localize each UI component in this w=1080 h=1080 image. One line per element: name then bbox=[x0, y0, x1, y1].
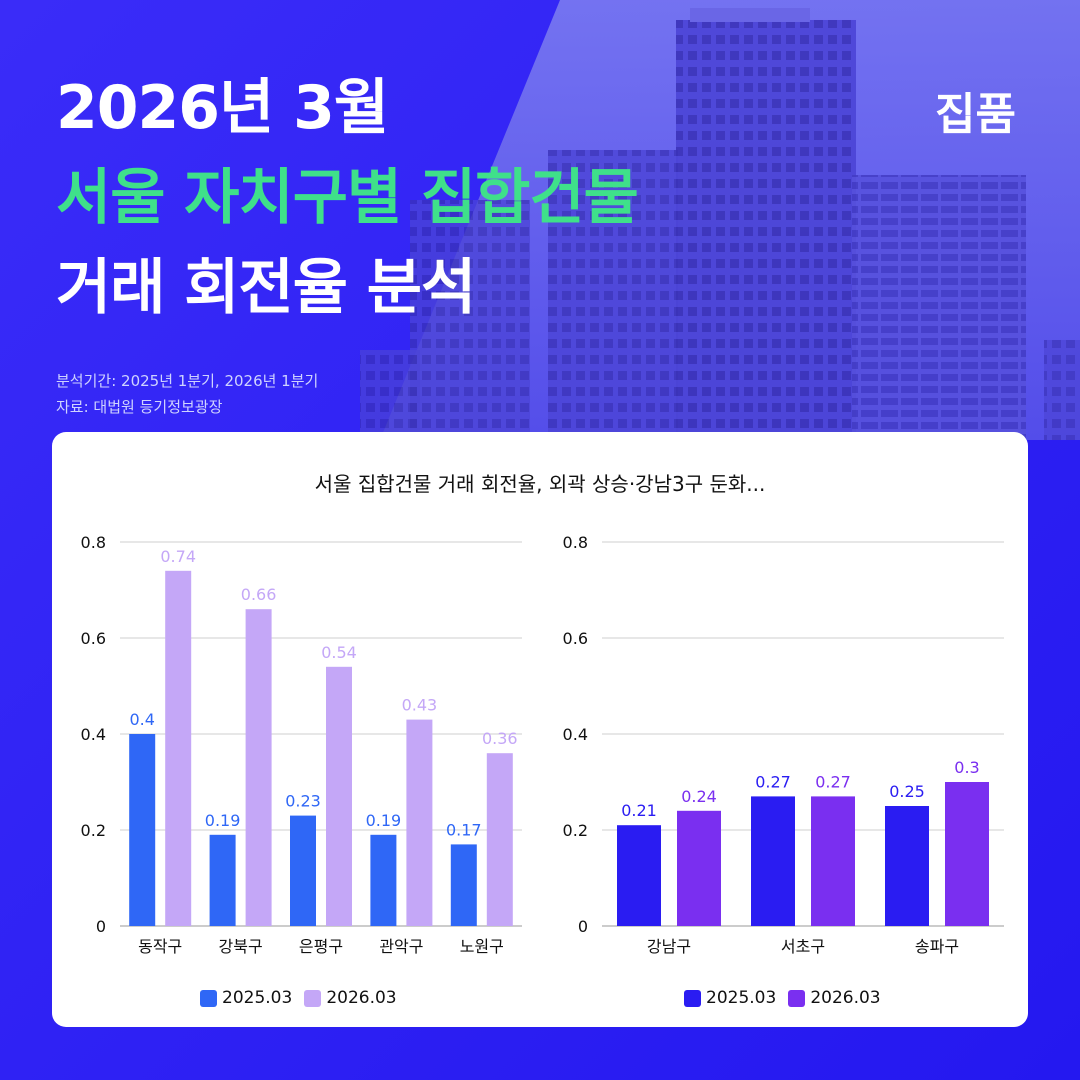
left-bar-2025.03 bbox=[370, 834, 397, 926]
right-x-tick-label: 서초구 bbox=[781, 937, 825, 956]
right-bar-2025.03 bbox=[617, 825, 661, 926]
right-y-tick-label: 0.2 bbox=[563, 821, 588, 840]
right-data-label-2025.03: 0.21 bbox=[621, 801, 657, 820]
right-y-tick-label: 0 bbox=[578, 917, 588, 936]
left-x-tick-label: 노원구 bbox=[460, 937, 504, 956]
right-data-label-2025.03: 0.25 bbox=[889, 782, 925, 801]
left-bar-2026.03 bbox=[165, 570, 192, 926]
left-data-label-2025.03: 0.19 bbox=[366, 811, 402, 830]
chart-title: 서울 집합건물 거래 회전율, 외곽 상승·강남3구 둔화... bbox=[314, 472, 766, 496]
headline-line-3: 거래 회전율 분석 bbox=[56, 253, 476, 323]
left-bar-2026.03 bbox=[245, 609, 272, 926]
left-bar-2025.03 bbox=[290, 815, 316, 926]
left-bar-2025.03 bbox=[209, 834, 236, 926]
right-x-tick-label: 송파구 bbox=[915, 937, 959, 956]
left-x-tick-label: 강북구 bbox=[219, 937, 263, 956]
left-y-tick-label: 0.2 bbox=[81, 821, 106, 840]
left-data-label-2026.03: 0.74 bbox=[160, 547, 196, 566]
left-x-tick-label: 동작구 bbox=[138, 937, 182, 956]
chart-card: 서울 집합건물 거래 회전율, 외곽 상승·강남3구 둔화... 0 0.2 0.4… bbox=[52, 432, 1028, 1027]
headline-line-2: 서울 자치구별 집합건물 bbox=[56, 163, 639, 233]
legend-swatch-2026 bbox=[304, 989, 322, 1007]
analysis-period: 분석기간: 2025년 1분기, 2026년 1분기 bbox=[56, 372, 319, 390]
right-chart-legend: 2025.03 2026.03 bbox=[684, 988, 893, 1008]
legend-item-2026: 2026.03 bbox=[788, 988, 881, 1008]
right-y-tick-label: 0.8 bbox=[563, 533, 588, 552]
data-source: 자료: 대법원 등기정보광장 bbox=[56, 398, 223, 416]
left-bar-2025.03 bbox=[129, 734, 156, 926]
left-x-tick-label: 관악구 bbox=[379, 937, 423, 956]
right-bar-2025.03 bbox=[751, 796, 795, 926]
left-y-tick-label: 0 bbox=[96, 917, 106, 936]
left-data-label-2025.03: 0.23 bbox=[285, 792, 321, 811]
right-data-label-2025.03: 0.27 bbox=[755, 772, 791, 791]
right-data-label-2026.03: 0.24 bbox=[681, 787, 717, 806]
left-y-tick-label: 0.8 bbox=[81, 533, 106, 552]
right-y-tick-label: 0.4 bbox=[563, 725, 588, 744]
left-data-label-2026.03: 0.36 bbox=[482, 729, 518, 748]
right-x-tick-label: 강남구 bbox=[647, 937, 691, 956]
legend-label-2026: 2026.03 bbox=[810, 988, 881, 1008]
legend-item-2026: 2026.03 bbox=[304, 988, 397, 1008]
legend-label-2026: 2026.03 bbox=[326, 988, 397, 1008]
legend-swatch-2025 bbox=[684, 989, 701, 1007]
left-data-label-2025.03: 0.19 bbox=[205, 811, 241, 830]
right-bar-2026.03 bbox=[811, 796, 855, 926]
legend-swatch-2026 bbox=[788, 989, 806, 1007]
left-data-label-2026.03: 0.54 bbox=[321, 643, 357, 662]
headline-line-1: 2026년 3월 bbox=[56, 73, 389, 143]
left-y-tick-label: 0.4 bbox=[81, 725, 106, 744]
legend-label-2025: 2025.03 bbox=[222, 988, 293, 1008]
left-data-label-2025.03: 0.4 bbox=[129, 710, 154, 729]
left-bar-2026.03 bbox=[406, 719, 433, 926]
left-data-label-2025.03: 0.17 bbox=[446, 820, 482, 839]
left-bar-2026.03 bbox=[486, 753, 513, 926]
right-data-label-2026.03: 0.27 bbox=[815, 772, 851, 791]
brand-logo: 집품 bbox=[935, 89, 1016, 140]
right-bar-2026.03 bbox=[945, 782, 989, 926]
left-bar-2025.03 bbox=[450, 844, 477, 926]
right-bar-2025.03 bbox=[885, 806, 929, 926]
left-x-tick-label: 은평구 bbox=[299, 937, 343, 956]
right-bar-2026.03 bbox=[677, 810, 721, 926]
left-data-label-2026.03: 0.66 bbox=[241, 585, 277, 604]
left-data-label-2026.03: 0.43 bbox=[402, 696, 438, 715]
legend-label-2025: 2025.03 bbox=[706, 988, 777, 1008]
left-y-tick-label: 0.6 bbox=[81, 629, 106, 648]
bar-charts: 0 0.2 0.4 0.6 0.8 동작구 0.4 0.74 강북구 0.19 0.66 은평구 0.2… bbox=[81, 533, 1004, 956]
left-bar-2026.03 bbox=[326, 666, 352, 926]
left-chart-legend: 2025.03 2026.03 bbox=[200, 988, 409, 1008]
right-data-label-2026.03: 0.3 bbox=[954, 758, 979, 777]
legend-swatch-2025 bbox=[200, 989, 217, 1007]
legend-item-2025: 2025.03 bbox=[200, 988, 292, 1008]
right-y-tick-label: 0.6 bbox=[563, 629, 588, 648]
legend-item-2025: 2025.03 bbox=[684, 988, 776, 1008]
